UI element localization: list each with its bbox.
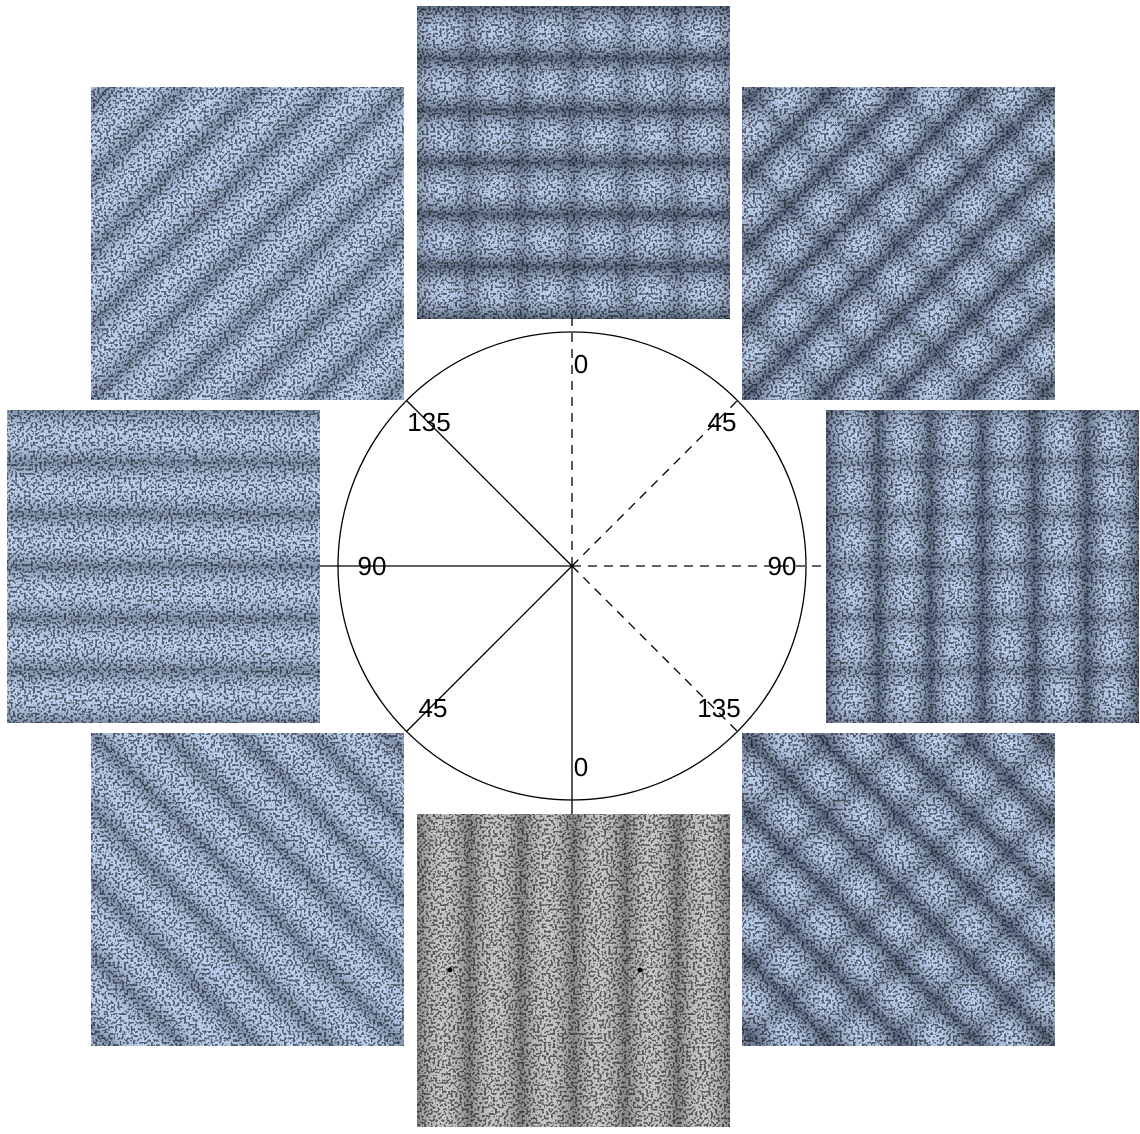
texture-tile [417,814,730,1127]
angle-label: 90 [768,551,797,581]
texture-tile [91,87,404,400]
angle-label: 90 [358,551,387,581]
texture-tile [417,6,730,319]
texture-tile [7,410,320,723]
diagram: 0 45 90 135 0 45 90 135 [0,0,1140,1129]
texture-tile [826,410,1139,723]
angle-label: 135 [407,407,450,437]
angle-label: 0 [574,752,588,782]
dot [448,968,453,973]
angle-label: 135 [697,693,740,723]
angle-label: 0 [574,349,588,379]
texture-tile [742,87,1055,400]
angle-label: 45 [419,693,448,723]
texture-tile [91,733,404,1046]
texture-tile [742,733,1055,1046]
dot [638,968,643,973]
page: 0 45 90 135 0 45 90 135 (() => { const d… [0,0,1140,1129]
angle-label: 45 [708,407,737,437]
